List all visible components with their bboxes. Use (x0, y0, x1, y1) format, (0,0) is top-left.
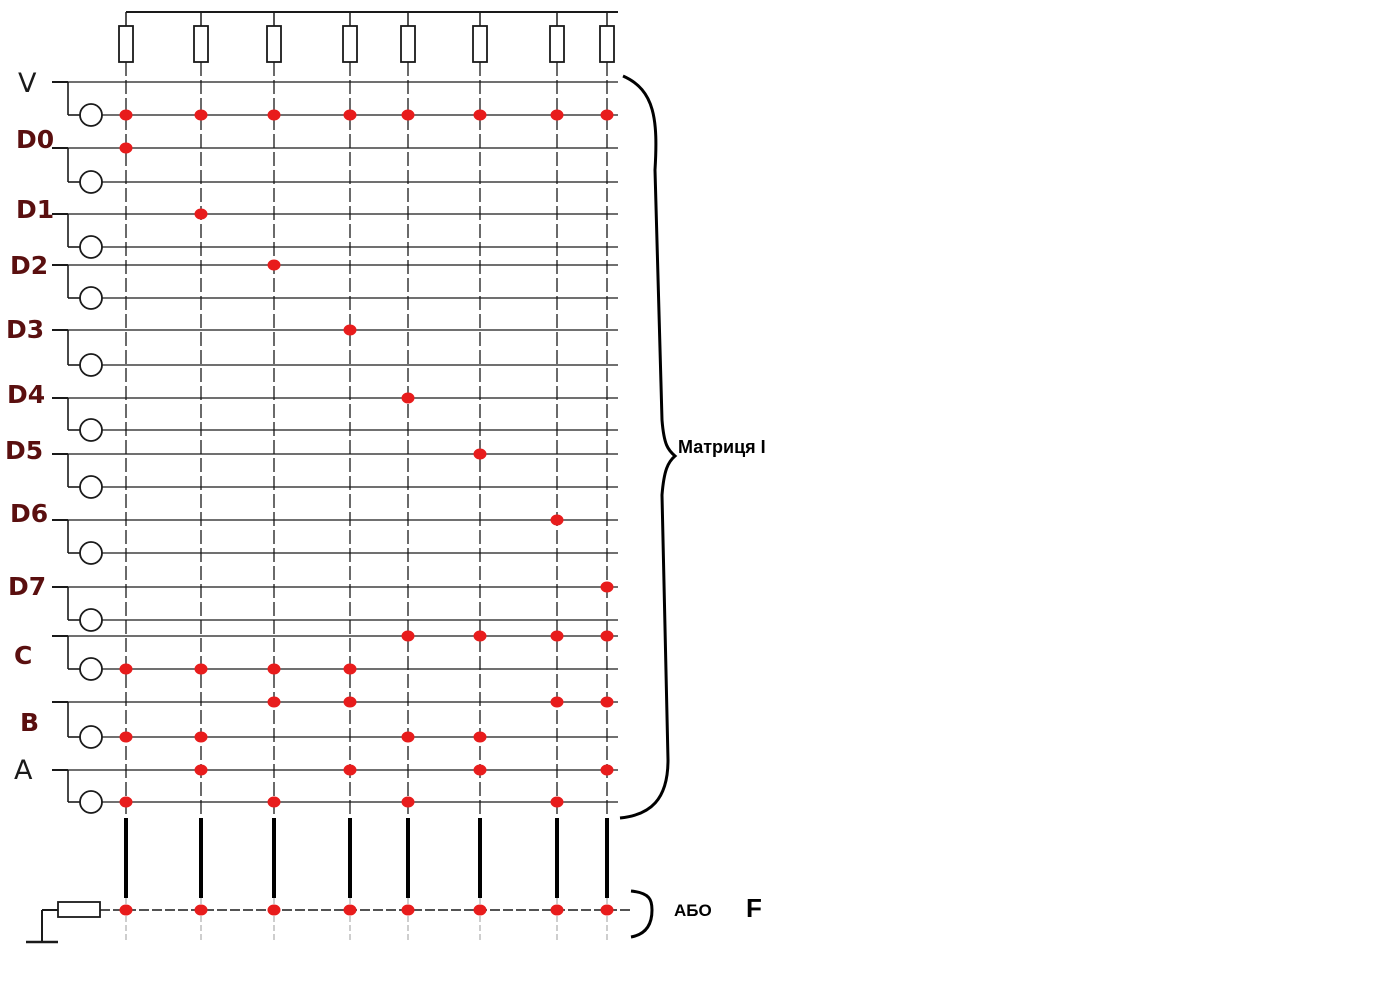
pullup-resistor (549, 25, 565, 63)
connection-dot (600, 581, 614, 593)
input-label-d0: D0 (16, 125, 54, 154)
inverter-bubble (79, 170, 103, 194)
connection-dot (194, 109, 208, 121)
pullup-resistor (599, 25, 615, 63)
input-labels: V D0 D1 D2 D3 D4 D5 D6 D7 C BA (5, 68, 54, 786)
or-connection-dot (343, 904, 357, 916)
connection-dot (267, 259, 281, 271)
connection-dot (401, 630, 415, 642)
connection-dot (119, 731, 133, 743)
connection-dot (194, 731, 208, 743)
connection-dot (401, 109, 415, 121)
connection-dot (550, 796, 564, 808)
connection-dot (343, 109, 357, 121)
connection-dot (473, 448, 487, 460)
connection-dot (343, 764, 357, 776)
inverter-bubble (79, 353, 103, 377)
connection-dot (194, 764, 208, 776)
connection-dot (343, 663, 357, 675)
connection-dot (119, 796, 133, 808)
inverter-bubble (79, 103, 103, 127)
input-label-d5: D5 (5, 436, 43, 465)
input-label-a: A (14, 755, 33, 786)
pullup-resistor (266, 25, 282, 63)
connection-dot (267, 109, 281, 121)
or-connection-dot (267, 904, 281, 916)
connection-dot (473, 764, 487, 776)
and-matrix-label: Матриця І (678, 437, 766, 457)
inverter-bubble (79, 235, 103, 259)
inverter-bubble (79, 790, 103, 814)
connection-dot (473, 731, 487, 743)
connection-dot (267, 696, 281, 708)
input-label-d1: D1 (16, 195, 54, 224)
connection-dot (550, 696, 564, 708)
or-connection-dot (119, 904, 133, 916)
connection-dot (401, 731, 415, 743)
connection-dot (600, 630, 614, 642)
connection-dot (550, 514, 564, 526)
input-label-c: C (14, 641, 32, 670)
or-connection-dot (194, 904, 208, 916)
or-matrix-label: АБО (674, 901, 712, 920)
connection-dot (600, 109, 614, 121)
connection-dot (401, 392, 415, 404)
connection-dot (401, 796, 415, 808)
inverter-bubble (79, 608, 103, 632)
connection-dot (473, 109, 487, 121)
or-connection-dot (550, 904, 564, 916)
input-label-v: V (18, 68, 37, 99)
inverter-bubble (79, 541, 103, 565)
pullup-resistor (118, 25, 134, 63)
connection-dot (194, 208, 208, 220)
pullup-resistor (400, 25, 416, 63)
input-label-b: B (20, 708, 39, 737)
inverter-bubble (79, 475, 103, 499)
connection-dot (343, 324, 357, 336)
output-label-f: F (746, 893, 762, 923)
connection-dot (600, 764, 614, 776)
or-matrix-brace (630, 889, 654, 939)
or-resistor (57, 901, 101, 918)
connection-dot (343, 696, 357, 708)
matrix-grid (26, 11, 630, 944)
input-label-d7: D7 (8, 572, 46, 601)
connection-dot (267, 796, 281, 808)
inverter-bubble (79, 725, 103, 749)
input-label-d6: D6 (10, 499, 48, 528)
connection-dot (267, 663, 281, 675)
pullup-resistor (472, 25, 488, 63)
input-label-d4: D4 (7, 380, 45, 409)
inverter-bubble (79, 286, 103, 310)
or-connection-dot (600, 904, 614, 916)
connection-dot (550, 109, 564, 121)
and-matrix-brace (619, 74, 678, 820)
pullup-resistor (193, 25, 209, 63)
or-connection-dot (473, 904, 487, 916)
inverter-bubble (79, 657, 103, 681)
inverter-bubble (79, 418, 103, 442)
connection-dot (473, 630, 487, 642)
connection-dot (600, 696, 614, 708)
connection-dots (119, 109, 614, 916)
or-connection-dot (401, 904, 415, 916)
connection-dot (194, 663, 208, 675)
input-label-d3: D3 (6, 315, 44, 344)
connection-dot (119, 109, 133, 121)
connection-dot (119, 142, 133, 154)
connection-dot (550, 630, 564, 642)
connection-dot (119, 663, 133, 675)
input-label-d2: D2 (10, 251, 48, 280)
pullup-resistor (342, 25, 358, 63)
